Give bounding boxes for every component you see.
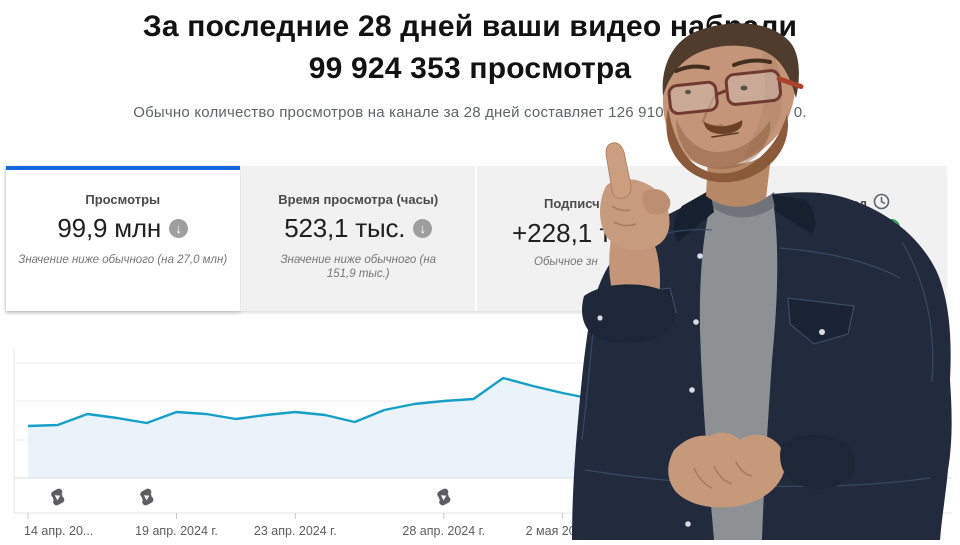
- tab-revenue-label: доход: [828, 196, 868, 211]
- shorts-icon[interactable]: [48, 487, 67, 506]
- series-area-fill: [28, 378, 593, 478]
- tab-views-note: Значение ниже обычного (на 27,0 млн): [18, 254, 228, 266]
- tab-watch-time[interactable]: Время просмотра (часы) 523,1 тыс. ↓ Знач…: [241, 166, 475, 311]
- clock-icon: [873, 193, 889, 210]
- views-chart[interactable]: 14 апр. 20... 19 апр. 2024 г. 23 апр. 2024…: [0, 311, 960, 540]
- green-ring-icon: [882, 219, 900, 236]
- x-tick-label: 19 апр. 2024 г.: [135, 524, 218, 538]
- tab-revenue[interactable]: доход: [712, 166, 946, 311]
- tab-views-value: 99,9 млн: [57, 213, 162, 243]
- page-title-line2: 99 924 353 просмотра: [308, 52, 632, 85]
- subtitle: Обычно количество просмотров на канале з…: [0, 104, 940, 121]
- x-tick-label: 28 апр. 2024 г.: [402, 524, 485, 538]
- tab-subscribers-label: Подписч: [544, 196, 600, 211]
- tab-watch-time-label: Время просмотра (часы): [278, 192, 439, 207]
- x-tick-label: 23 апр. 2024 г.: [254, 524, 337, 538]
- x-tick-label: 2 мая 2024 г.: [526, 524, 600, 538]
- down-arrow-icon: ↓: [169, 219, 189, 238]
- tab-subscribers-note: Обычное зн: [534, 256, 598, 268]
- tab-views-label: Просмотры: [85, 192, 161, 207]
- x-tick-label: 14 апр. 20...: [24, 524, 93, 538]
- tab-watch-time-note: Значение ниже обычного (на 151,9 тыс.): [280, 254, 437, 280]
- tab-views[interactable]: Просмотры 99,9 млн ↓ Значение ниже обычн…: [6, 166, 240, 311]
- tab-watch-time-value: 523,1 тыс.: [284, 213, 406, 243]
- tab-subscribers-value: +228,1 ты: [512, 218, 631, 248]
- subtitle-visible-start: Обычно количество просмотров на канале з…: [133, 104, 664, 121]
- series-line: [27, 376, 593, 428]
- shorts-icon[interactable]: [137, 487, 156, 506]
- page-title-line1: За последние 28 дней ваши видео набрали: [142, 10, 798, 43]
- shorts-icon[interactable]: [434, 487, 453, 506]
- down-arrow-icon: ↓: [413, 219, 433, 238]
- page-header: За последние 28 дней ваши видео набрали …: [0, 6, 940, 90]
- subtitle-visible-end: 0.: [793, 104, 807, 121]
- tab-subscribers[interactable]: Подписч +228,1 ты Обычное зн: [477, 166, 711, 311]
- metric-tabs-row: Просмотры 99,9 млн ↓ Значение ниже обычн…: [6, 166, 946, 311]
